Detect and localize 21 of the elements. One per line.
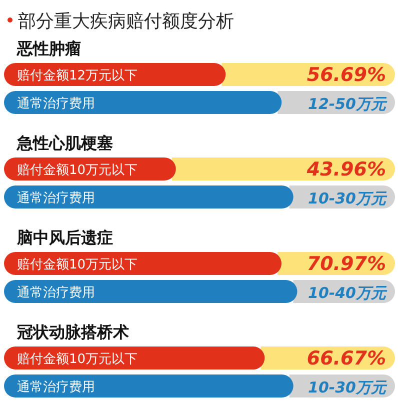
y-tick-label: 赔付金额10万元以下 xyxy=(17,352,138,367)
data-label: 70.97% xyxy=(306,253,386,275)
data-label: 56.69% xyxy=(306,64,386,86)
data-label: 66.67% xyxy=(306,348,386,370)
chart-title: 部分重大疾病赔付额度分析 xyxy=(18,11,234,32)
chart-subtitle: 恶性肿瘤 xyxy=(16,39,81,58)
y-tick-label: 赔付金额10万元以下 xyxy=(17,163,138,178)
y-tick-label: 通常治疗费用 xyxy=(17,191,95,206)
y-tick-label: 通常治疗费用 xyxy=(17,286,95,300)
chart-subtitle: 急性心肌梗塞 xyxy=(16,134,113,152)
y-tick-label: 赔付金额10万元以下 xyxy=(17,258,138,272)
data-label: 10-30万元 xyxy=(308,378,388,396)
y-tick-label: 赔付金额12万元以下 xyxy=(17,68,138,84)
data-label: 10-30万元 xyxy=(308,190,388,208)
y-tick-label: 通常治疗费用 xyxy=(17,96,95,112)
chart-subtitle: 脑中风后遗症 xyxy=(16,228,113,247)
chart-subtitle: 冠状动脉搭桥术 xyxy=(16,322,129,342)
y-tick-label: 通常治疗费用 xyxy=(17,380,95,395)
data-label: 10-40万元 xyxy=(308,284,388,302)
data-label: 43.96% xyxy=(306,158,386,180)
data-label: 12-50万元 xyxy=(308,95,388,113)
